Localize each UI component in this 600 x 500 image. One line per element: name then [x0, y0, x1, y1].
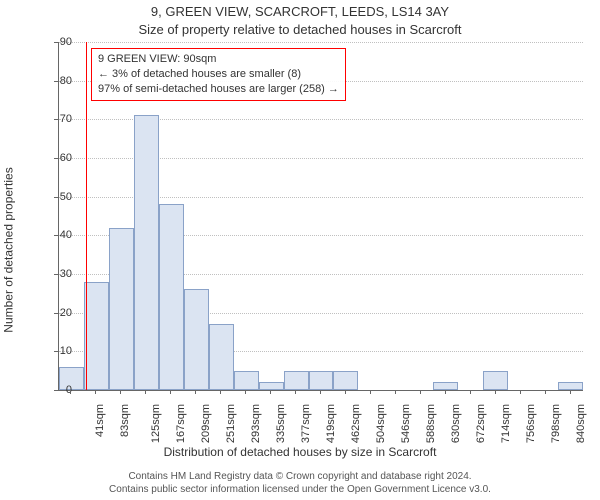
x-tick-mark	[495, 390, 496, 394]
y-axis-label: Number of detached properties	[1, 167, 15, 332]
x-tick-label: 840sqm	[575, 404, 587, 443]
y-tick-label: 50	[42, 191, 72, 203]
x-tick-label: 630sqm	[450, 404, 462, 443]
y-tick-label: 0	[42, 384, 72, 396]
histogram-bar	[284, 371, 309, 390]
x-tick-mark	[145, 390, 146, 394]
x-tick-label: 798sqm	[550, 404, 562, 443]
x-tick-mark	[120, 390, 121, 394]
x-tick-mark	[95, 390, 96, 394]
chart-title-line1: 9, GREEN VIEW, SCARCROFT, LEEDS, LS14 3A…	[0, 4, 600, 19]
footer-line-1: Contains HM Land Registry data © Crown c…	[0, 470, 600, 483]
histogram-bar	[134, 115, 159, 390]
histogram-bar	[209, 324, 234, 390]
x-tick-label: 83sqm	[119, 404, 131, 437]
x-tick-label: 209sqm	[200, 404, 212, 443]
x-tick-mark	[420, 390, 421, 394]
histogram-bar	[159, 204, 184, 390]
x-tick-label: 588sqm	[425, 404, 437, 443]
annotation-line-2: ← 3% of detached houses are smaller (8)	[98, 67, 339, 82]
x-tick-mark	[70, 390, 71, 394]
y-tick-label: 90	[42, 36, 72, 48]
x-tick-label: 377sqm	[300, 404, 312, 443]
y-tick-label: 20	[42, 307, 72, 319]
x-tick-label: 504sqm	[375, 404, 387, 443]
x-tick-mark	[270, 390, 271, 394]
x-tick-mark	[320, 390, 321, 394]
y-gridline	[59, 42, 583, 43]
histogram-bar	[483, 371, 508, 390]
plot-area: 9 GREEN VIEW: 90sqm ← 3% of detached hou…	[58, 42, 583, 391]
x-tick-mark	[295, 390, 296, 394]
figure-container: 9, GREEN VIEW, SCARCROFT, LEEDS, LS14 3A…	[0, 0, 600, 500]
x-tick-mark	[170, 390, 171, 394]
annotation-line-3: 97% of semi-detached houses are larger (…	[98, 82, 339, 97]
x-tick-label: 419sqm	[325, 404, 337, 443]
x-tick-mark	[445, 390, 446, 394]
x-tick-mark	[570, 390, 571, 394]
histogram-bar	[184, 289, 209, 390]
x-tick-label: 167sqm	[175, 404, 187, 443]
histogram-bar	[333, 371, 358, 390]
x-tick-mark	[395, 390, 396, 394]
x-tick-label: 335sqm	[275, 404, 287, 443]
y-tick-label: 60	[42, 152, 72, 164]
property-size-marker	[86, 42, 87, 390]
x-tick-mark	[245, 390, 246, 394]
histogram-bar	[234, 371, 259, 390]
marker-annotation-box: 9 GREEN VIEW: 90sqm ← 3% of detached hou…	[91, 48, 346, 101]
x-tick-label: 462sqm	[350, 404, 362, 443]
y-tick-label: 30	[42, 268, 72, 280]
histogram-bar	[309, 371, 334, 390]
y-tick-label: 80	[42, 75, 72, 87]
x-tick-label: 125sqm	[151, 404, 163, 443]
x-tick-label: 251sqm	[225, 404, 237, 443]
x-tick-mark	[470, 390, 471, 394]
x-tick-mark	[195, 390, 196, 394]
footer-line-2: Contains public sector information licen…	[0, 483, 600, 496]
x-tick-label: 546sqm	[400, 404, 412, 443]
x-tick-mark	[220, 390, 221, 394]
chart-title-line2: Size of property relative to detached ho…	[0, 22, 600, 37]
histogram-bar	[558, 382, 583, 390]
histogram-bar	[259, 382, 284, 390]
y-tick-label: 40	[42, 229, 72, 241]
histogram-bar	[109, 228, 134, 390]
x-tick-mark	[545, 390, 546, 394]
x-tick-label: 672sqm	[475, 404, 487, 443]
histogram-bar	[84, 282, 109, 390]
y-tick-label: 10	[42, 345, 72, 357]
x-tick-mark	[370, 390, 371, 394]
x-tick-mark	[345, 390, 346, 394]
x-tick-label: 756sqm	[525, 404, 537, 443]
annotation-line-1: 9 GREEN VIEW: 90sqm	[98, 52, 339, 67]
attribution-footer: Contains HM Land Registry data © Crown c…	[0, 470, 600, 496]
x-tick-label: 714sqm	[500, 404, 512, 443]
x-tick-mark	[520, 390, 521, 394]
x-tick-label: 41sqm	[95, 404, 107, 437]
y-tick-label: 70	[42, 113, 72, 125]
histogram-bar	[433, 382, 458, 390]
x-axis-label: Distribution of detached houses by size …	[0, 445, 600, 459]
x-tick-label: 293sqm	[250, 404, 262, 443]
